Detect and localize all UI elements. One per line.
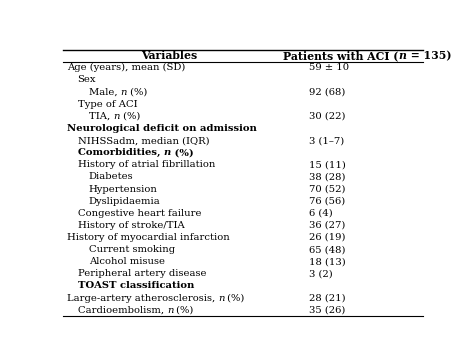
Text: 15 (11): 15 (11) — [309, 160, 346, 169]
Text: Neurological deficit on admission: Neurological deficit on admission — [66, 124, 256, 133]
Text: 3 (1–7): 3 (1–7) — [309, 136, 344, 145]
Text: Alcohol misuse: Alcohol misuse — [89, 257, 164, 266]
Text: n: n — [218, 293, 225, 302]
Text: (%): (%) — [127, 87, 147, 96]
Text: History of stroke/TIA: History of stroke/TIA — [78, 221, 184, 230]
Text: 70 (52): 70 (52) — [309, 185, 346, 194]
Text: (%): (%) — [173, 306, 194, 315]
Text: Hypertension: Hypertension — [89, 185, 157, 194]
Text: 18 (13): 18 (13) — [309, 257, 346, 266]
Text: (%): (%) — [171, 148, 193, 157]
Text: n: n — [120, 87, 127, 96]
Text: n: n — [399, 50, 407, 62]
Text: Comorbidities,: Comorbidities, — [78, 148, 164, 157]
Text: Diabetes: Diabetes — [89, 172, 133, 181]
Text: Large-artery atherosclerosis,: Large-artery atherosclerosis, — [66, 293, 218, 302]
Text: Peripheral artery disease: Peripheral artery disease — [78, 269, 206, 278]
Text: NIHSSadm, median (IQR): NIHSSadm, median (IQR) — [78, 136, 209, 145]
Text: Congestive heart failure: Congestive heart failure — [78, 209, 201, 218]
Text: TOAST classification: TOAST classification — [78, 282, 194, 291]
Text: 26 (19): 26 (19) — [309, 233, 346, 242]
Text: Dyslipidaemia: Dyslipidaemia — [89, 197, 160, 206]
Text: Cardioembolism,: Cardioembolism, — [78, 306, 167, 315]
Text: = 135): = 135) — [407, 50, 451, 62]
Text: History of myocardial infarction: History of myocardial infarction — [66, 233, 229, 242]
Text: 28 (21): 28 (21) — [309, 293, 346, 302]
Text: 59 ± 10: 59 ± 10 — [309, 63, 349, 72]
Text: 6 (4): 6 (4) — [309, 209, 333, 218]
Text: 35 (26): 35 (26) — [309, 306, 346, 315]
Text: Variables: Variables — [141, 50, 198, 62]
Text: 92 (68): 92 (68) — [309, 87, 346, 96]
Text: 76 (56): 76 (56) — [309, 197, 345, 206]
Text: n: n — [113, 112, 119, 121]
Text: Age (years), mean (SD): Age (years), mean (SD) — [66, 63, 185, 72]
Text: Male,: Male, — [89, 87, 120, 96]
Text: n: n — [167, 306, 173, 315]
Text: (%): (%) — [119, 112, 140, 121]
Text: TIA,: TIA, — [89, 112, 113, 121]
Text: n: n — [164, 148, 171, 157]
Text: 3 (2): 3 (2) — [309, 269, 333, 278]
Text: 36 (27): 36 (27) — [309, 221, 346, 230]
Text: History of atrial fibrillation: History of atrial fibrillation — [78, 160, 215, 169]
Text: Patients with ACI (: Patients with ACI ( — [283, 50, 399, 62]
Text: (%): (%) — [225, 293, 245, 302]
Text: 65 (48): 65 (48) — [309, 245, 346, 254]
Text: 38 (28): 38 (28) — [309, 172, 346, 181]
Text: 30 (22): 30 (22) — [309, 112, 346, 121]
Text: Type of ACI: Type of ACI — [78, 100, 137, 109]
Text: Sex: Sex — [78, 76, 96, 85]
Text: Current smoking: Current smoking — [89, 245, 175, 254]
